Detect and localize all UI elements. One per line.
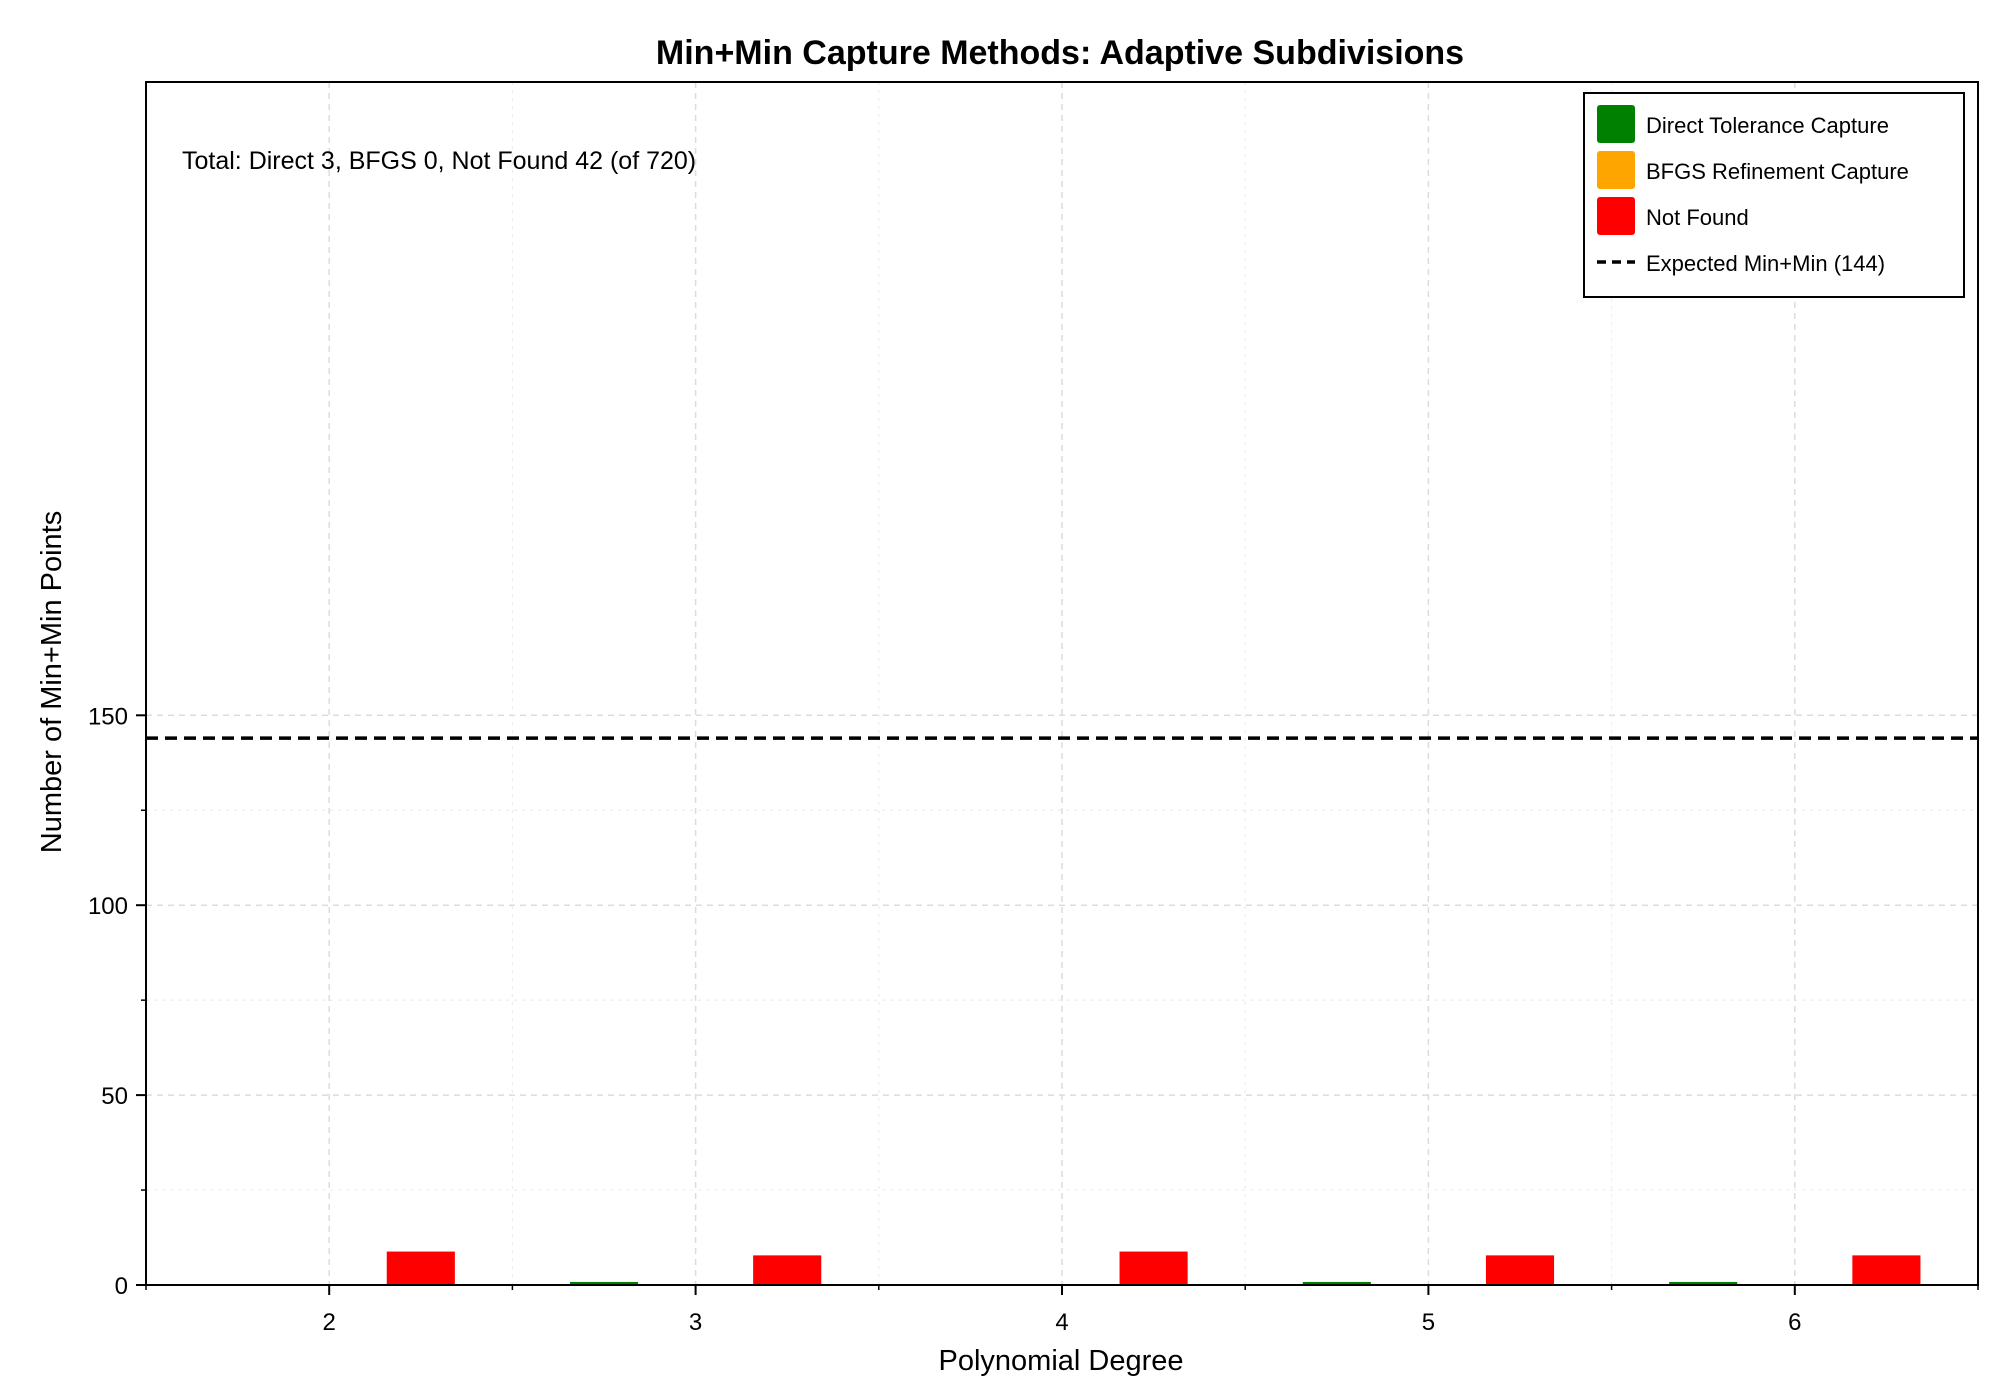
legend: Direct Tolerance Capture BFGS Refinement … — [1583, 92, 1965, 298]
y-axis-label: Number of Min+Min Points — [36, 511, 68, 854]
x-tick-label: 6 — [1788, 1309, 1801, 1336]
bar-not-found-6 — [1850, 1253, 1922, 1286]
total-annotation: Total: Direct 3, BFGS 0, Not Found 42 (o… — [182, 147, 696, 175]
legend-swatch — [1597, 197, 1635, 235]
y-tick-label: 50 — [101, 1083, 128, 1110]
bar-not-found-2 — [385, 1250, 457, 1286]
legend-label: Expected Min+Min (144) — [1646, 251, 1885, 276]
bar-not-found-3 — [751, 1253, 823, 1286]
x-tick-label: 5 — [1422, 1309, 1435, 1336]
x-tick-label: 3 — [689, 1309, 702, 1336]
legend-swatch — [1597, 105, 1635, 143]
y-tick-label: 100 — [88, 893, 128, 920]
legend-label: Not Found — [1646, 205, 1749, 230]
bar-not-found-4 — [1118, 1250, 1190, 1286]
legend-label: BFGS Refinement Capture — [1646, 159, 1909, 184]
legend-swatch — [1597, 151, 1635, 189]
x-tick-label: 4 — [1055, 1309, 1068, 1336]
x-tick-label: 2 — [323, 1309, 336, 1336]
y-tick-label: 150 — [88, 703, 128, 730]
axis-ticks: 0 50 100 150 2 3 4 5 6 — [88, 703, 1979, 1336]
bar-not-found-5 — [1484, 1253, 1556, 1286]
chart-title: Min+Min Capture Methods: Adaptive Subdiv… — [656, 34, 1464, 72]
legend-label: Direct Tolerance Capture — [1646, 113, 1889, 138]
bars — [385, 1250, 1922, 1286]
x-axis-label: Polynomial Degree — [938, 1345, 1183, 1377]
legend-box — [1583, 92, 1965, 298]
y-tick-label: 0 — [115, 1273, 128, 1300]
